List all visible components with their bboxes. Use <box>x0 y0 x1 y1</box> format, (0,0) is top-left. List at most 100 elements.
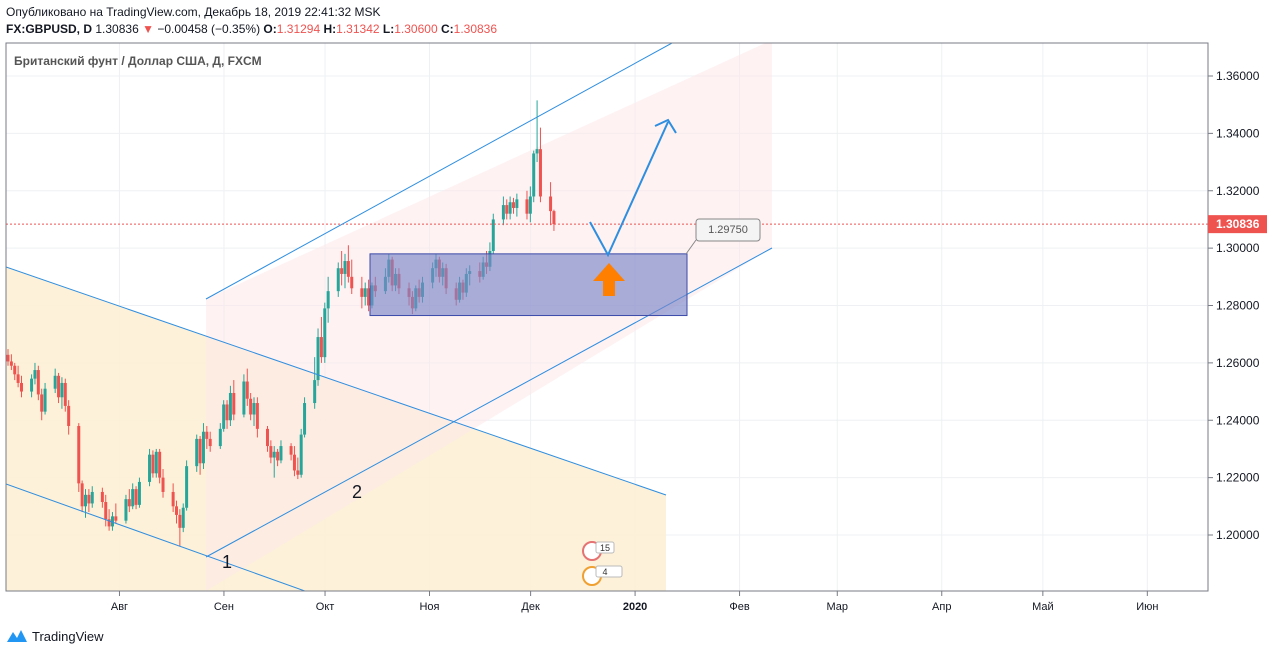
open-label: O: <box>263 22 277 36</box>
candle <box>303 397 307 438</box>
candle <box>255 397 259 438</box>
change: −0.00458 (−0.35%) <box>157 22 261 36</box>
ascending-channel-fill <box>206 43 772 591</box>
candle <box>336 262 340 297</box>
candle <box>340 250 344 286</box>
candle <box>195 434 199 472</box>
callout-box <box>695 218 761 242</box>
time-axis[interactable]: Авг Сен Окт Ноя Дек 2020 Фев Мар Апр Май Июн <box>111 591 1159 613</box>
candle <box>158 448 162 484</box>
asc-channel-upper <box>205 43 673 300</box>
candle <box>252 397 256 426</box>
y-tick-label: 1.32000 <box>1216 184 1260 198</box>
candle <box>110 512 114 531</box>
candle <box>528 186 532 223</box>
point-label-2: 2 <box>352 482 362 502</box>
candle <box>346 245 350 283</box>
footer-brand[interactable]: TradingView <box>6 628 104 644</box>
candle <box>90 486 94 508</box>
candle <box>114 503 118 524</box>
down-triangle-icon: ▼ <box>142 22 154 36</box>
y-tick-label: 1.28000 <box>1216 299 1260 313</box>
candle <box>127 489 131 513</box>
x-tick-label: Сен <box>214 601 234 613</box>
low-label: L: <box>382 22 395 36</box>
candle <box>289 443 293 461</box>
candle <box>512 197 515 214</box>
x-tick-label: Фев <box>729 601 749 613</box>
candle <box>491 213 495 254</box>
y-tick-label: 1.22000 <box>1216 471 1260 485</box>
last-price-badge <box>1208 215 1267 234</box>
candle <box>245 368 249 406</box>
candle <box>43 382 47 415</box>
candle <box>316 328 320 386</box>
candle <box>9 354 13 371</box>
x-tick-label: 2020 <box>623 601 647 613</box>
candle <box>100 487 104 508</box>
candle <box>292 446 296 477</box>
candle <box>19 375 23 398</box>
candle <box>151 450 155 478</box>
candle <box>148 448 152 487</box>
candle <box>87 489 91 513</box>
candle <box>525 190 529 220</box>
event-icon-uk[interactable]: 15 <box>582 541 615 561</box>
candle <box>218 423 222 449</box>
candle <box>6 349 10 366</box>
candle <box>205 425 209 449</box>
candle <box>53 368 57 393</box>
footer-brand-text: TradingView <box>32 628 104 644</box>
candle <box>178 509 182 547</box>
candle <box>505 199 509 220</box>
candle <box>343 253 347 289</box>
candle <box>501 196 505 226</box>
candle <box>30 374 34 398</box>
event-icon-us[interactable]: 4 <box>582 565 623 586</box>
candle <box>363 282 367 306</box>
last-price-badge-text: 1.30836 <box>1216 217 1260 231</box>
low-value: 1.30600 <box>394 22 438 36</box>
candle <box>185 460 189 511</box>
last-price: 1.30836 <box>95 22 139 36</box>
published-line: Опубликовано на TradingView.com, Декабрь… <box>6 5 381 19</box>
x-tick-label: Май <box>1032 601 1054 613</box>
candle <box>40 388 44 421</box>
candle <box>181 503 185 533</box>
candle <box>63 378 67 412</box>
x-tick-label: Мар <box>827 601 849 613</box>
candle <box>535 100 539 163</box>
symbol: FX:GBPUSD, D <box>6 22 93 36</box>
candle <box>326 276 330 323</box>
x-tick-label: Апр <box>932 601 951 613</box>
forecast-arrowhead <box>654 118 677 134</box>
candle <box>279 440 283 464</box>
candle <box>552 209 556 231</box>
candle <box>171 483 175 513</box>
y-tick-label: 1.20000 <box>1216 528 1260 542</box>
candle <box>367 279 371 312</box>
candle <box>124 494 128 524</box>
candle <box>228 385 232 426</box>
candle <box>265 425 269 452</box>
support-zone[interactable] <box>369 253 688 317</box>
chart-title: Британский фунт / Доллар США, Д, FXCM <box>14 54 262 68</box>
svg-text:4: 4 <box>602 567 607 577</box>
y-tick-label: 1.26000 <box>1216 356 1260 370</box>
candle <box>80 480 84 513</box>
up-arrow-icon <box>593 263 625 296</box>
desc-channel-lower <box>6 483 307 591</box>
callout-text: 1.29750 <box>708 224 748 236</box>
candle <box>276 448 280 467</box>
candle <box>508 196 512 220</box>
svg-text:15: 15 <box>600 543 610 553</box>
price-axis[interactable]: 1.20000 1.22000 1.24000 1.26000 1.28000 1.300… <box>1208 69 1260 542</box>
desc-channel-upper <box>6 266 667 496</box>
candle <box>313 357 317 409</box>
y-tick-label: 1.36000 <box>1216 69 1260 83</box>
price-chart[interactable]: 1.29750 1 2 15 4 Британский фунт / Долла… <box>0 0 1274 624</box>
candle <box>208 431 212 452</box>
x-tick-label: Дек <box>521 601 540 613</box>
callout-leader <box>685 239 697 255</box>
high-label: H: <box>323 22 337 36</box>
